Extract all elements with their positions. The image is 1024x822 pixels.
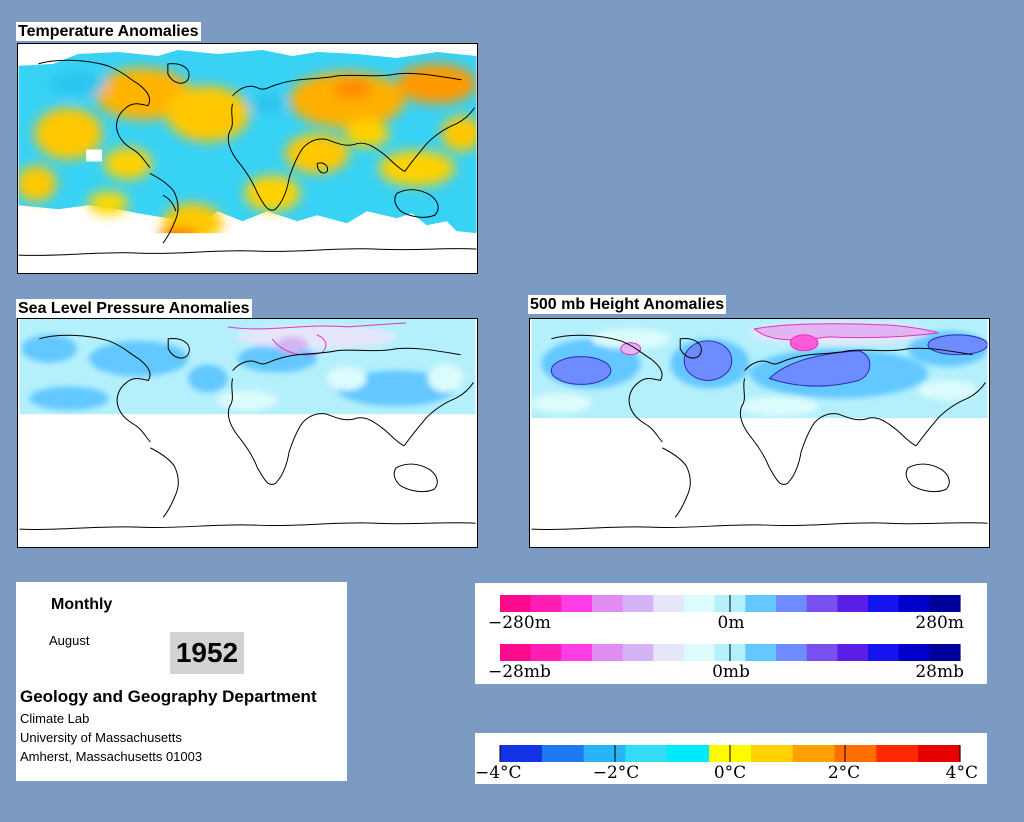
temperature-colorbar-swatch: [792, 745, 836, 762]
temperature-colorbar-swatch: [541, 745, 585, 762]
pressure-colorbar-swatch: [684, 644, 716, 661]
height-colorbar-swatch: [776, 595, 808, 612]
year-display: 1952: [170, 632, 244, 674]
height-colorbar-swatch: [868, 595, 900, 612]
pressure-colorbar-swatch: [745, 644, 777, 661]
height-colorbar-swatch: [684, 595, 716, 612]
pressure-colorbar-swatch: [898, 644, 930, 661]
height500-anomaly-map: [529, 318, 990, 548]
temperature-colorbar-swatch: [667, 745, 710, 762]
pressure-colorbar-swatch: [776, 644, 808, 661]
height-colorbar-swatch: [837, 595, 869, 612]
temp-label-3: 2°C: [828, 763, 860, 783]
height-colorbar-swatch: [592, 595, 624, 612]
temp-label-2: 0°C: [714, 763, 746, 783]
info-panel: Monthly August 1952 Geology and Geograph…: [16, 582, 347, 781]
temperature-colorbar-swatch: [500, 745, 543, 762]
month-label: August: [49, 633, 90, 648]
temperature-legend: −4°C −2°C 0°C 2°C 4°C: [475, 733, 987, 784]
pressure-colorbar-swatch: [592, 644, 624, 661]
university-name: University of Massachusetts: [20, 730, 182, 745]
temperature-colorbar-swatch: [750, 745, 794, 762]
frequency-label: Monthly: [51, 596, 113, 613]
temperature-colorbar-swatch: [625, 745, 668, 762]
temperature-colorbar: [499, 745, 961, 762]
pressure-colorbar-swatch: [561, 644, 593, 661]
temperature-colorbar-swatch: [876, 745, 919, 762]
height-colorbar-swatch: [745, 595, 777, 612]
height-colorbar-swatch: [561, 595, 593, 612]
pressure-colorbar-swatch: [837, 644, 869, 661]
height-colorbar-swatch: [898, 595, 930, 612]
pressure-colorbar-swatch: [530, 644, 562, 661]
height-colorbar-swatch: [500, 595, 532, 612]
pressure-colorbar-swatch: [653, 644, 685, 661]
pressure-label-max: 28mb: [915, 662, 964, 682]
lab-name: Climate Lab: [20, 711, 90, 726]
temperature-title: Temperature Anomalies: [16, 22, 201, 41]
temperature-colorbar-swatch: [583, 745, 627, 762]
temp-label-0: −4°C: [475, 763, 522, 783]
height-label-min: −280m: [488, 613, 551, 633]
pressure-colorbar-swatch: [500, 644, 532, 661]
slp-title: Sea Level Pressure Anomalies: [16, 299, 252, 318]
temperature-anomaly-map: [17, 43, 478, 274]
pressure-colorbar-swatch: [806, 644, 838, 661]
slp-anomaly-map: [17, 318, 478, 548]
temp-label-4: 4°C: [946, 763, 978, 783]
pressure-colorbar-swatch: [622, 644, 654, 661]
height-colorbar-swatch: [530, 595, 562, 612]
height500-title: 500 mb Height Anomalies: [528, 295, 727, 314]
height-colorbar-swatch: [622, 595, 654, 612]
pressure-colorbar: [500, 644, 961, 661]
address-line: Amherst, Massachusetts 01003: [20, 749, 203, 764]
height-colorbar-swatch: [806, 595, 838, 612]
anomaly-legend: −280m 0m 280m −28mb 0mb 28mb: [475, 583, 987, 684]
pressure-colorbar-swatch: [929, 644, 961, 661]
temperature-colorbar-swatch: [918, 745, 961, 762]
pressure-label-zero: 0mb: [712, 662, 750, 682]
department-name: Geology and Geography Department: [20, 687, 317, 706]
temperature-colorbar-swatch: [834, 745, 877, 762]
pressure-label-min: −28mb: [488, 662, 551, 682]
height-colorbar-swatch: [653, 595, 685, 612]
height-label-max: 280m: [915, 613, 964, 633]
height-colorbar: [500, 595, 961, 612]
height-label-zero: 0m: [718, 613, 745, 633]
temp-label-1: −2°C: [593, 763, 640, 783]
height-colorbar-swatch: [929, 595, 961, 612]
pressure-colorbar-swatch: [868, 644, 900, 661]
